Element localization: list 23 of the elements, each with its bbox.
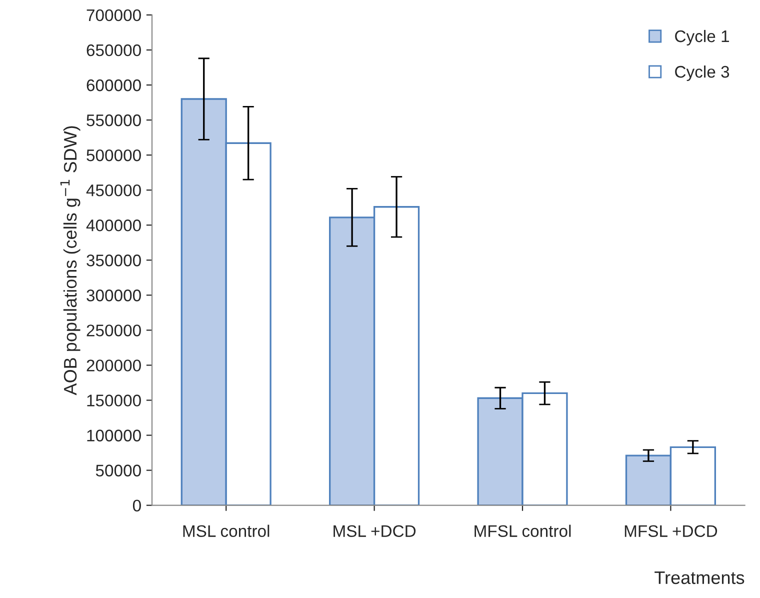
y-tick-label: 650000	[86, 44, 141, 56]
y-tick-label: 0	[132, 500, 141, 512]
y-tick-label: 700000	[86, 9, 141, 22]
y-tick-label: 500000	[86, 149, 141, 162]
y-tick-label: 50000	[96, 464, 141, 476]
x-tick-label: MFSL control	[474, 524, 571, 537]
y-tick-label: 350000	[86, 254, 141, 266]
y-tick-label: 600000	[86, 79, 141, 92]
y-tick-label: 400000	[86, 220, 141, 232]
y-tick-label: 450000	[86, 184, 141, 196]
y-tick-label: 100000	[87, 430, 141, 442]
legend-label: Cycle 1	[675, 30, 729, 46]
x-tick-label: MFSL +DCD	[624, 525, 718, 537]
y-tick-label: 150000	[87, 394, 141, 406]
y-axis-title: AOB populations (cells g$^{−1}$ SDW)	[60, 126, 80, 396]
y-tick-label: 200000	[86, 360, 141, 372]
y-tick-label: 250000	[86, 324, 141, 336]
legend-label: Cycle 3	[675, 65, 730, 82]
y-tick-label: 550000	[86, 114, 141, 126]
x-tick-label: MSL control	[183, 524, 270, 537]
x-tick-label: MSL +DCD	[334, 525, 416, 537]
y-tick-label: 300000	[86, 290, 141, 302]
x-axis-title: Treatments	[654, 572, 744, 584]
